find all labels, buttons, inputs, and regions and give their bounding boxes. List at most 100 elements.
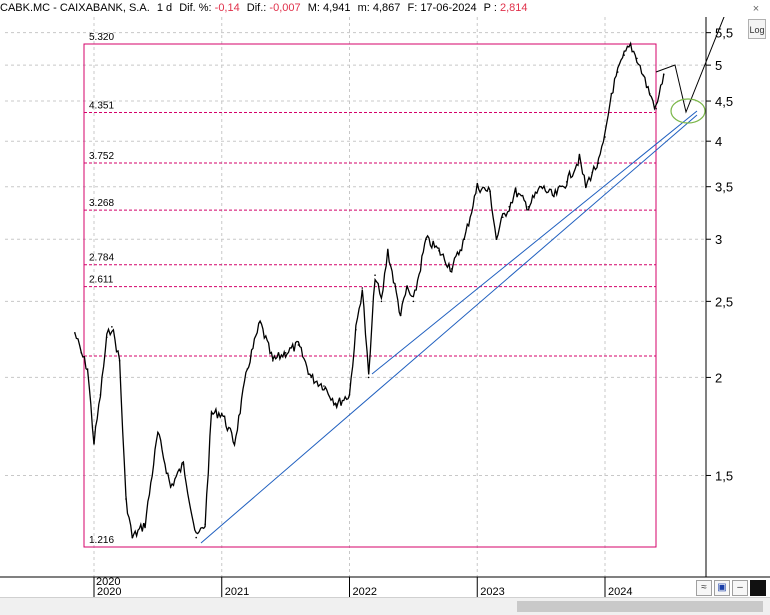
y-tick-label: 3,5 [715, 180, 733, 195]
price-point [310, 376, 312, 379]
price-point [450, 268, 453, 270]
price-series [74, 41, 665, 539]
close-icon[interactable]: × [752, 3, 760, 15]
price-point [662, 73, 665, 75]
price-point [80, 351, 83, 354]
price-point [387, 249, 389, 252]
price-point [502, 216, 504, 219]
price-point [233, 442, 236, 444]
price-point [578, 157, 581, 160]
price-point [495, 238, 498, 241]
price-point [629, 44, 632, 47]
fibonacci-levels: 5.320 4.351 3.752 3.268 2.784 2.611 1.216 [83, 32, 657, 548]
price-point [399, 314, 402, 317]
projection-path [655, 17, 725, 114]
price-label: P : [483, 2, 497, 14]
x-sub-label: 2020 [96, 576, 120, 588]
x-tick-label: 2020 [97, 586, 121, 597]
price-point [323, 385, 325, 387]
interval-label: 1 d [156, 2, 173, 14]
min-value: 4,867 [372, 2, 401, 14]
fib-level-label: 2.784 [89, 253, 114, 264]
price-point [74, 331, 76, 334]
price-point [604, 136, 606, 138]
price-point [131, 536, 134, 539]
fib-level-label: 2.611 [89, 275, 114, 286]
price-point [210, 412, 213, 415]
price-point [272, 359, 274, 362]
price-point [355, 328, 357, 331]
minimize-icon[interactable]: – [732, 580, 748, 596]
dif-pct-value: -0,14 [214, 2, 240, 14]
price-point [361, 287, 364, 289]
price-point [610, 92, 613, 95]
price-point [220, 412, 223, 415]
trendline-lower [200, 114, 698, 544]
price-point [204, 523, 206, 526]
price-point [476, 185, 479, 188]
y-tick-label: 2 [715, 370, 722, 385]
fib-box [83, 43, 657, 548]
price-point [514, 190, 517, 193]
price-point [489, 190, 491, 193]
price-point [648, 92, 651, 95]
price-point [616, 71, 619, 73]
save-icon[interactable]: ▣ [714, 580, 730, 596]
target-ellipse [670, 98, 706, 124]
symbol-label: CABK.MC - CAIXABANK, S.A. [0, 2, 150, 14]
trendlines [200, 17, 725, 544]
price-point [553, 195, 555, 198]
grid [5, 17, 706, 577]
dif-pct-label: Dif. %: [179, 2, 212, 14]
price-value: 2,814 [499, 2, 528, 14]
price-point [125, 498, 127, 500]
price-point [597, 162, 600, 164]
fib-level-label: 3.752 [89, 151, 114, 162]
price-point [297, 344, 300, 346]
price-point [406, 287, 408, 289]
dif-label: Dif.: [246, 2, 267, 14]
price-chart[interactable]: 5.320 4.351 3.752 3.268 2.784 2.611 1.216 1,5 2… [0, 17, 770, 597]
price-point [182, 463, 185, 466]
price-point [623, 54, 625, 56]
price-point [540, 185, 542, 188]
price-point [111, 326, 113, 328]
price-point [367, 376, 370, 379]
x-tick-label: 2023 [480, 586, 504, 597]
price-point [655, 107, 657, 110]
price-point [591, 171, 594, 174]
x-tick-label: 2021 [225, 586, 249, 597]
wave-icon[interactable]: ≈ [696, 580, 712, 596]
price-point [585, 185, 587, 188]
horizontal-scrollbar[interactable] [0, 597, 770, 615]
scroll-thumb[interactable] [517, 601, 763, 612]
price-point [99, 394, 102, 396]
fib-level-label: 4.351 [89, 101, 114, 112]
y-tick-label: 1,5 [715, 468, 733, 483]
price-point [438, 249, 440, 252]
y-tick-label: 3 [715, 232, 722, 247]
price-point [380, 300, 383, 303]
y-tick-label: 2,5 [715, 294, 733, 309]
price-point [169, 486, 172, 488]
price-point [348, 394, 351, 396]
log-scale-button[interactable]: Log [748, 19, 766, 39]
fib-level-label: 1.216 [89, 535, 114, 546]
price-point [93, 442, 95, 444]
x-tick-label: 2024 [608, 586, 632, 597]
price-point [527, 205, 530, 208]
price-point [86, 368, 89, 370]
y-tick-label: 5 [715, 58, 722, 73]
color-square-icon[interactable] [750, 580, 766, 596]
y-tick-label: 5,5 [715, 26, 733, 41]
fib-level-label: 5.320 [89, 32, 114, 43]
y-tick-label: 4,5 [715, 94, 733, 109]
price-point [246, 368, 249, 370]
max-label: M: [307, 2, 320, 14]
price-point [118, 359, 121, 362]
price-point [259, 321, 261, 324]
dif-value: -0,007 [269, 2, 301, 14]
chart-toolbar: ≈ ▣ – [696, 580, 766, 596]
price-point [642, 74, 645, 77]
price-point [284, 351, 287, 354]
